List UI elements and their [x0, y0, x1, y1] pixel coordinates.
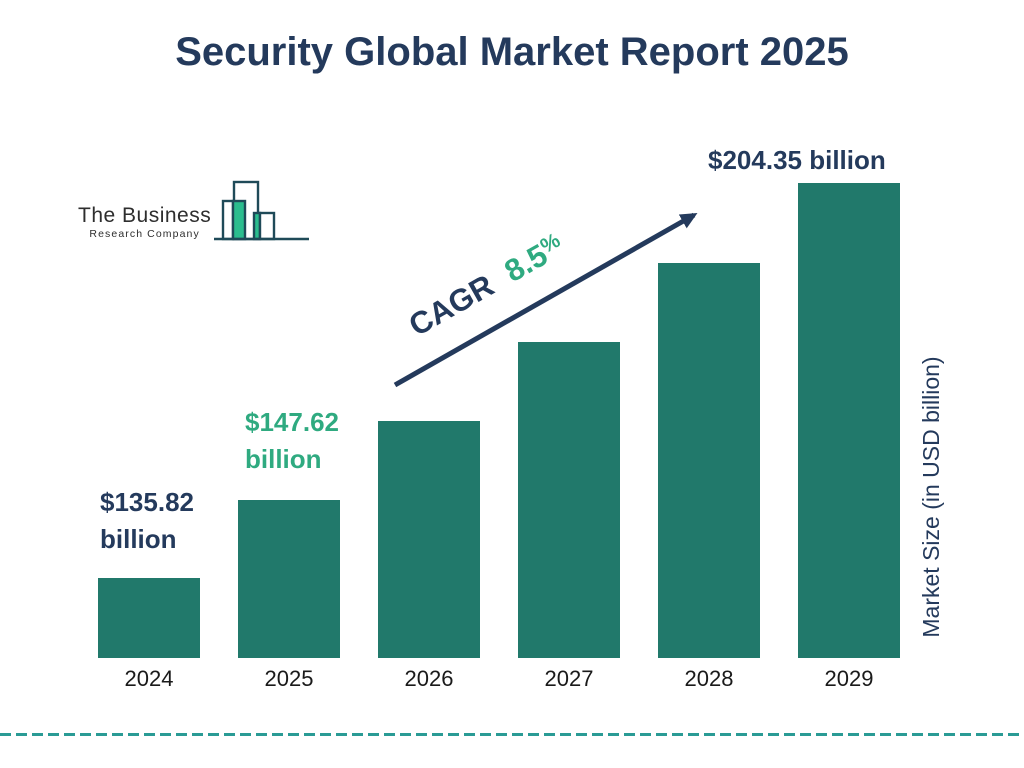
- y-axis-label: Market Size (in USD billion): [918, 356, 944, 638]
- x-tick-2028: 2028: [684, 666, 734, 691]
- bar-2025: [238, 500, 340, 658]
- cagr-trend-arrow: [393, 212, 698, 388]
- x-tick-2027: 2027: [544, 666, 594, 691]
- bar-chart-logo-icon: [214, 180, 310, 241]
- company-name-sub: Research Company: [89, 228, 200, 240]
- bottom-dashed-divider: [0, 733, 1024, 736]
- x-tick-2025: 2025: [264, 666, 314, 691]
- value-label-2029-amount: $204.35 billion: [708, 145, 886, 175]
- company-name: The Business: [78, 204, 212, 227]
- company-logo-text: The Business Research Company: [78, 204, 211, 243]
- value-label-2024-unit: billion: [100, 524, 177, 554]
- bar-2024: [98, 578, 200, 658]
- bar-2026: [378, 421, 480, 658]
- value-label-2025-unit: billion: [245, 444, 322, 474]
- value-label-2025: $147.62 billion: [245, 404, 339, 478]
- page-title: Security Global Market Report 2025: [175, 30, 849, 74]
- x-tick-2029: 2029: [824, 666, 874, 691]
- value-label-2024-amount: $135.82: [100, 487, 194, 517]
- company-logo: The Business Research Company: [78, 180, 311, 243]
- bar-2029: [798, 183, 900, 658]
- bar-2027: [518, 342, 620, 658]
- x-tick-2024: 2024: [124, 666, 174, 691]
- value-label-2025-amount: $147.62: [245, 407, 339, 437]
- value-label-2029: $204.35 billion: [708, 142, 886, 179]
- bar-2028: [658, 263, 760, 658]
- x-tick-2026: 2026: [404, 666, 454, 691]
- value-label-2024: $135.82 billion: [100, 484, 194, 558]
